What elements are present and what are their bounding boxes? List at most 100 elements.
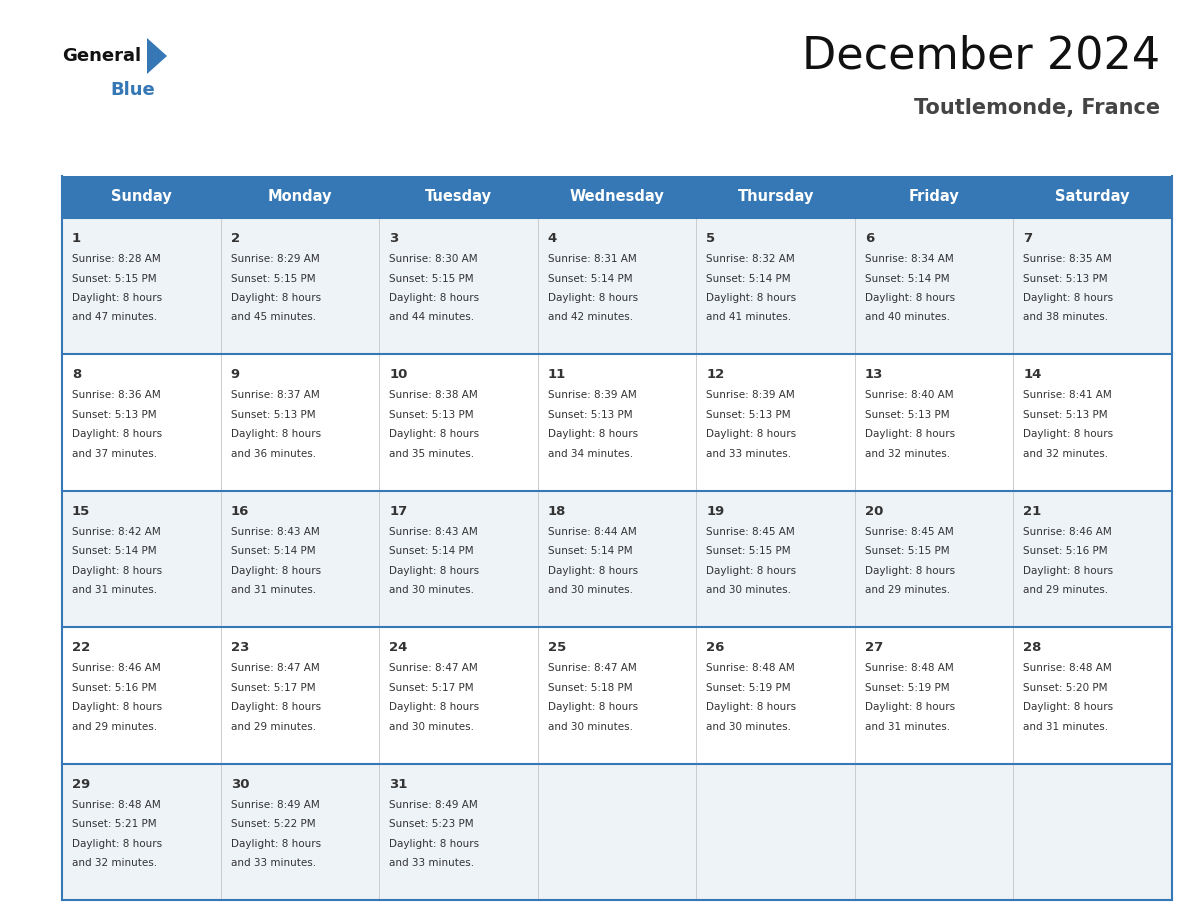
Bar (62, 627, 1173, 764)
Text: Daylight: 8 hours: Daylight: 8 hours (72, 293, 162, 303)
Text: Sunrise: 8:28 AM: Sunrise: 8:28 AM (72, 254, 160, 264)
Text: Sunset: 5:15 PM: Sunset: 5:15 PM (230, 274, 315, 284)
Text: Sunrise: 8:48 AM: Sunrise: 8:48 AM (72, 800, 160, 810)
Text: Daylight: 8 hours: Daylight: 8 hours (548, 702, 638, 712)
Text: and 31 minutes.: and 31 minutes. (865, 722, 950, 732)
Text: Monday: Monday (267, 189, 333, 205)
Text: and 29 minutes.: and 29 minutes. (72, 722, 157, 732)
Text: 23: 23 (230, 641, 249, 655)
Text: and 30 minutes.: and 30 minutes. (707, 586, 791, 595)
Text: Daylight: 8 hours: Daylight: 8 hours (230, 565, 321, 576)
Text: Daylight: 8 hours: Daylight: 8 hours (1023, 430, 1113, 440)
Text: Blue: Blue (110, 81, 154, 99)
Text: Thursday: Thursday (738, 189, 814, 205)
Text: Sunset: 5:19 PM: Sunset: 5:19 PM (865, 683, 949, 693)
Text: Sunset: 5:14 PM: Sunset: 5:14 PM (548, 546, 632, 556)
Text: 12: 12 (707, 368, 725, 381)
Text: Sunset: 5:19 PM: Sunset: 5:19 PM (707, 683, 791, 693)
Text: 10: 10 (390, 368, 407, 381)
Text: Sunrise: 8:49 AM: Sunrise: 8:49 AM (390, 800, 478, 810)
Text: and 30 minutes.: and 30 minutes. (390, 722, 474, 732)
Text: Daylight: 8 hours: Daylight: 8 hours (865, 565, 955, 576)
Text: and 33 minutes.: and 33 minutes. (230, 858, 316, 868)
Text: 19: 19 (707, 505, 725, 518)
Text: and 30 minutes.: and 30 minutes. (548, 722, 633, 732)
Text: and 38 minutes.: and 38 minutes. (1023, 312, 1108, 322)
Text: Sunrise: 8:44 AM: Sunrise: 8:44 AM (548, 527, 637, 537)
Text: 14: 14 (1023, 368, 1042, 381)
Text: Sunrise: 8:37 AM: Sunrise: 8:37 AM (230, 390, 320, 400)
Text: 9: 9 (230, 368, 240, 381)
Text: Sunrise: 8:31 AM: Sunrise: 8:31 AM (548, 254, 637, 264)
Text: Daylight: 8 hours: Daylight: 8 hours (230, 293, 321, 303)
Text: 8: 8 (72, 368, 81, 381)
Text: 18: 18 (548, 505, 567, 518)
Text: Sunset: 5:17 PM: Sunset: 5:17 PM (230, 683, 315, 693)
Text: and 34 minutes.: and 34 minutes. (548, 449, 633, 459)
Text: 26: 26 (707, 641, 725, 655)
Text: Sunset: 5:20 PM: Sunset: 5:20 PM (1023, 683, 1108, 693)
Text: Wednesday: Wednesday (569, 189, 664, 205)
Text: Sunrise: 8:39 AM: Sunrise: 8:39 AM (548, 390, 637, 400)
Text: Sunrise: 8:45 AM: Sunrise: 8:45 AM (865, 527, 954, 537)
Text: Daylight: 8 hours: Daylight: 8 hours (72, 702, 162, 712)
Text: 28: 28 (1023, 641, 1042, 655)
Text: Sunset: 5:13 PM: Sunset: 5:13 PM (72, 410, 157, 420)
Text: Sunrise: 8:43 AM: Sunrise: 8:43 AM (230, 527, 320, 537)
Text: Friday: Friday (909, 189, 960, 205)
Text: and 31 minutes.: and 31 minutes. (230, 586, 316, 595)
Text: and 29 minutes.: and 29 minutes. (865, 586, 950, 595)
Text: Sunrise: 8:43 AM: Sunrise: 8:43 AM (390, 527, 478, 537)
Text: 30: 30 (230, 778, 249, 790)
Text: Daylight: 8 hours: Daylight: 8 hours (1023, 565, 1113, 576)
Text: and 30 minutes.: and 30 minutes. (548, 586, 633, 595)
Text: 24: 24 (390, 641, 407, 655)
Text: Sunset: 5:13 PM: Sunset: 5:13 PM (1023, 410, 1108, 420)
Text: Sunset: 5:13 PM: Sunset: 5:13 PM (865, 410, 949, 420)
Text: Sunset: 5:16 PM: Sunset: 5:16 PM (1023, 546, 1108, 556)
Bar (62, 491, 1173, 627)
Text: 5: 5 (707, 232, 715, 245)
Text: Daylight: 8 hours: Daylight: 8 hours (548, 430, 638, 440)
Text: Sunset: 5:13 PM: Sunset: 5:13 PM (707, 410, 791, 420)
Text: and 33 minutes.: and 33 minutes. (707, 449, 791, 459)
Text: Toutlemonde, France: Toutlemonde, France (914, 98, 1159, 118)
Text: Sunset: 5:14 PM: Sunset: 5:14 PM (230, 546, 315, 556)
Text: 21: 21 (1023, 505, 1042, 518)
Text: Sunrise: 8:35 AM: Sunrise: 8:35 AM (1023, 254, 1112, 264)
Text: Daylight: 8 hours: Daylight: 8 hours (390, 565, 479, 576)
Text: Saturday: Saturday (1055, 189, 1130, 205)
Text: and 47 minutes.: and 47 minutes. (72, 312, 157, 322)
Text: Sunset: 5:14 PM: Sunset: 5:14 PM (548, 274, 632, 284)
Text: Tuesday: Tuesday (425, 189, 492, 205)
Text: and 32 minutes.: and 32 minutes. (72, 858, 157, 868)
Text: Daylight: 8 hours: Daylight: 8 hours (707, 565, 796, 576)
Text: Daylight: 8 hours: Daylight: 8 hours (707, 430, 796, 440)
Text: and 30 minutes.: and 30 minutes. (707, 722, 791, 732)
Text: General: General (62, 47, 141, 65)
Text: Daylight: 8 hours: Daylight: 8 hours (72, 839, 162, 848)
Text: Sunrise: 8:45 AM: Sunrise: 8:45 AM (707, 527, 795, 537)
Bar (62, 218, 1173, 354)
Text: Sunrise: 8:36 AM: Sunrise: 8:36 AM (72, 390, 160, 400)
Text: Sunset: 5:22 PM: Sunset: 5:22 PM (230, 819, 315, 829)
Text: 27: 27 (865, 641, 883, 655)
Text: Daylight: 8 hours: Daylight: 8 hours (390, 293, 479, 303)
Text: Sunrise: 8:48 AM: Sunrise: 8:48 AM (1023, 663, 1112, 673)
Text: Sunset: 5:13 PM: Sunset: 5:13 PM (390, 410, 474, 420)
Text: Sunrise: 8:38 AM: Sunrise: 8:38 AM (390, 390, 478, 400)
Text: and 32 minutes.: and 32 minutes. (1023, 449, 1108, 459)
Text: and 37 minutes.: and 37 minutes. (72, 449, 157, 459)
Text: 22: 22 (72, 641, 90, 655)
Text: Daylight: 8 hours: Daylight: 8 hours (1023, 702, 1113, 712)
Text: and 31 minutes.: and 31 minutes. (72, 586, 157, 595)
Text: Sunrise: 8:29 AM: Sunrise: 8:29 AM (230, 254, 320, 264)
Text: and 42 minutes.: and 42 minutes. (548, 312, 633, 322)
Text: Daylight: 8 hours: Daylight: 8 hours (548, 565, 638, 576)
Text: Daylight: 8 hours: Daylight: 8 hours (230, 702, 321, 712)
Text: Sunset: 5:23 PM: Sunset: 5:23 PM (390, 819, 474, 829)
Text: 3: 3 (390, 232, 398, 245)
Text: Daylight: 8 hours: Daylight: 8 hours (1023, 293, 1113, 303)
Text: Daylight: 8 hours: Daylight: 8 hours (865, 430, 955, 440)
Text: 16: 16 (230, 505, 249, 518)
